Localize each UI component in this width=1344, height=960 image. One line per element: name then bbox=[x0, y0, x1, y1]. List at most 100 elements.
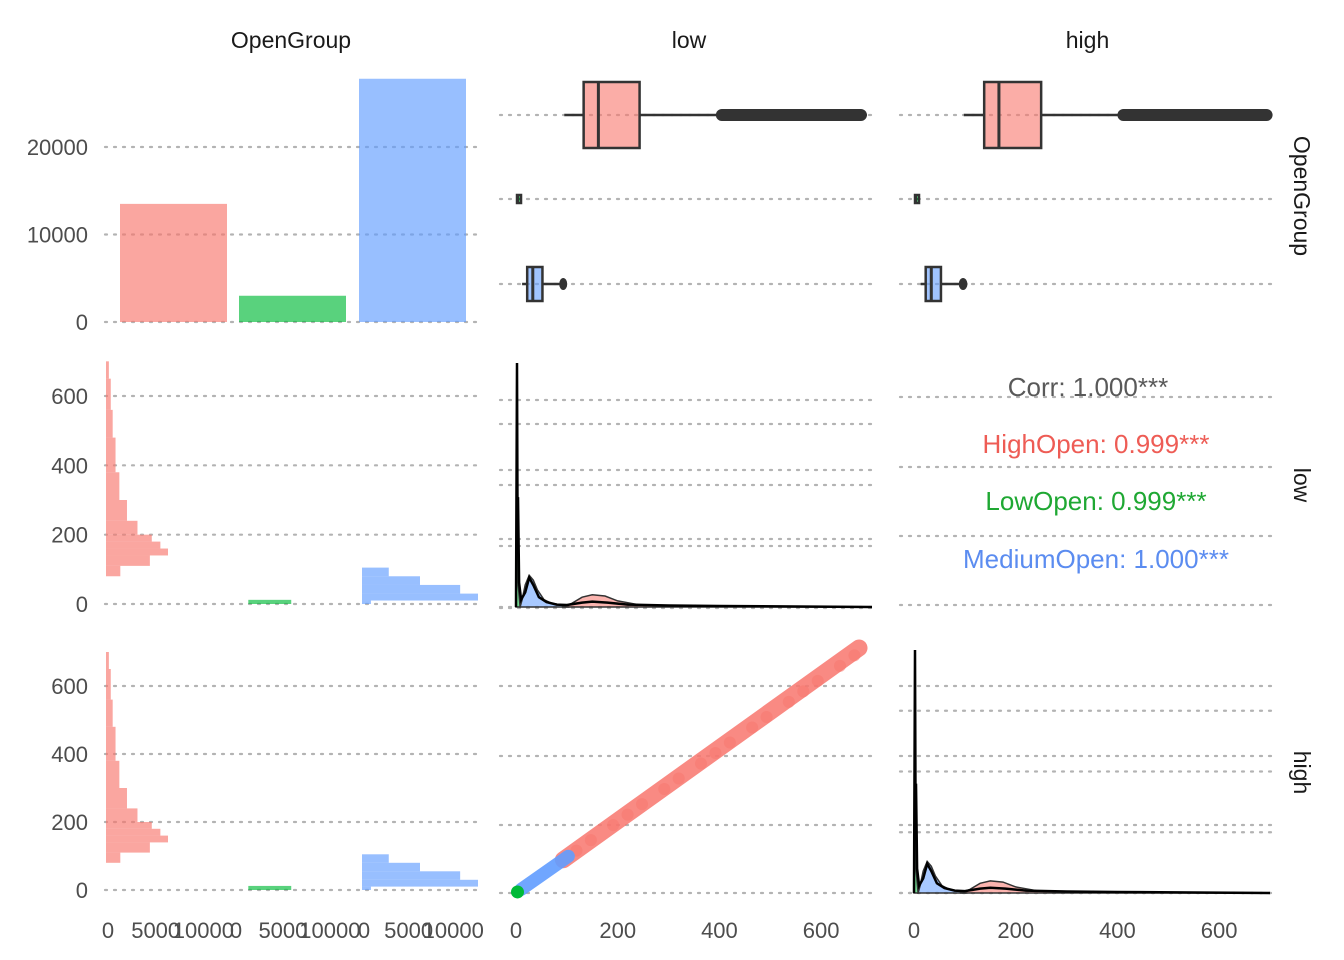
x-tick-low-600: 600 bbox=[803, 918, 840, 943]
outliers-low-HighOpen bbox=[715, 109, 867, 121]
y-tick-low-0: 0 bbox=[76, 592, 88, 617]
scatter-point-HighOpen bbox=[723, 736, 736, 749]
hist-high-HighOpen bbox=[106, 699, 113, 727]
hist-high-HighOpen bbox=[106, 852, 121, 863]
y-tick-low-200: 200 bbox=[51, 523, 88, 548]
scatter-MediumOpen bbox=[514, 849, 575, 896]
scatter-point-HighOpen bbox=[811, 674, 824, 687]
hist-low-MediumOpen bbox=[362, 600, 371, 604]
hist-low-HighOpen bbox=[106, 555, 150, 566]
hist-low-HighOpen bbox=[106, 565, 121, 577]
hist-low-MediumOpen bbox=[362, 576, 420, 585]
y-tick-high-600: 600 bbox=[51, 674, 88, 699]
bar-MediumOpen bbox=[359, 78, 466, 322]
scatter-point-HighOpen bbox=[621, 808, 634, 821]
outliers-high-MediumOpen bbox=[958, 278, 968, 290]
corr-MediumOpen: MediumOpen: 1.000*** bbox=[963, 544, 1229, 574]
x-tick-low-0: 0 bbox=[510, 918, 522, 943]
x-tick-high-400: 400 bbox=[1099, 918, 1136, 943]
scatter-point-HighOpen bbox=[694, 757, 707, 770]
hist-high-MediumOpen bbox=[362, 879, 478, 887]
hist-high-HighOpen bbox=[106, 726, 116, 761]
corr-overall: Corr: 1.000*** bbox=[1008, 372, 1168, 402]
x-tick-count-0-0: 0 bbox=[102, 918, 114, 943]
hist-high-HighOpen bbox=[106, 760, 120, 788]
x-tick-low-200: 200 bbox=[599, 918, 636, 943]
scatter-point-HighOpen bbox=[782, 695, 795, 708]
strip-label-right-low: low bbox=[1289, 468, 1315, 503]
y-tick-low-600: 600 bbox=[51, 384, 88, 409]
scatter-point-HighOpen bbox=[797, 685, 810, 698]
hist-low-HighOpen bbox=[106, 548, 168, 556]
strip-label-right-OpenGroup: OpenGroup bbox=[1289, 136, 1315, 256]
hist-high-MediumOpen bbox=[362, 886, 371, 890]
hist-low-HighOpen bbox=[106, 520, 138, 535]
outliers-high-HighOpen bbox=[1117, 109, 1273, 121]
hist-low-HighOpen bbox=[106, 541, 161, 549]
hist-low-HighOpen bbox=[106, 378, 111, 410]
hist-low-MediumOpen bbox=[362, 584, 461, 594]
hist-high-LowOpen bbox=[248, 885, 292, 890]
scatter-point-HighOpen bbox=[607, 819, 620, 832]
y-tick-high-0: 0 bbox=[76, 878, 88, 903]
scatter-point-HighOpen bbox=[709, 747, 722, 759]
x-tick-count-2-10000: 10000 bbox=[423, 918, 484, 943]
x-tick-count-1-10000: 10000 bbox=[299, 918, 360, 943]
strip-label-right-high: high bbox=[1289, 751, 1315, 794]
hist-low-HighOpen bbox=[106, 534, 152, 542]
hist-low-HighOpen bbox=[106, 409, 113, 438]
x-tick-count-1-0: 0 bbox=[230, 918, 242, 943]
x-tick-high-200: 200 bbox=[997, 918, 1034, 943]
hist-high-HighOpen bbox=[106, 652, 109, 669]
scatter-point-HighOpen bbox=[848, 649, 861, 662]
text-labels: OpenGroup low highOpenGrouplowhigh01000020… bbox=[27, 27, 1315, 943]
hist-low-HighOpen bbox=[106, 472, 120, 500]
hist-low-MediumOpen bbox=[362, 567, 389, 577]
box-high-HighOpen bbox=[982, 80, 1043, 150]
box-low-HighOpen bbox=[582, 80, 641, 150]
corr-HighOpen: HighOpen: 0.999*** bbox=[983, 429, 1210, 459]
y-tick-high-200: 200 bbox=[51, 810, 88, 835]
scatter-point-HighOpen bbox=[746, 721, 759, 734]
hist-high-MediumOpen bbox=[362, 854, 389, 863]
scatter-point-HighOpen bbox=[760, 710, 773, 723]
y-tick-count-10000: 10000 bbox=[27, 223, 88, 248]
y-tick-count-20000: 20000 bbox=[27, 135, 88, 160]
x-tick-count-2-5000: 5000 bbox=[384, 918, 433, 943]
hist-low-HighOpen bbox=[106, 361, 109, 379]
box-low-MediumOpen bbox=[525, 265, 544, 303]
density-high-overall bbox=[912, 649, 1271, 895]
strip-label-top-OpenGroup: OpenGroup bbox=[231, 27, 351, 53]
scatter-point-HighOpen bbox=[636, 798, 649, 811]
density-low-overall bbox=[514, 362, 873, 609]
x-tick-count-0-5000: 5000 bbox=[131, 918, 180, 943]
bar-LowOpen bbox=[239, 295, 346, 322]
y-tick-low-400: 400 bbox=[51, 453, 88, 478]
scatter-LowOpen bbox=[510, 885, 524, 899]
corr-LowOpen: LowOpen: 0.999*** bbox=[985, 486, 1206, 516]
outliers-low-MediumOpen bbox=[559, 278, 568, 290]
hist-low-LowOpen bbox=[248, 599, 292, 604]
hist-high-MediumOpen bbox=[362, 862, 420, 872]
x-tick-high-0: 0 bbox=[908, 918, 920, 943]
hist-high-HighOpen bbox=[106, 822, 152, 829]
hist-high-HighOpen bbox=[106, 835, 168, 843]
hist-high-MediumOpen bbox=[362, 871, 461, 880]
x-tick-high-600: 600 bbox=[1201, 918, 1238, 943]
x-tick-count-2-0: 0 bbox=[358, 918, 370, 943]
hist-low-HighOpen bbox=[106, 500, 127, 521]
data-marks bbox=[106, 78, 1273, 899]
hist-high-HighOpen bbox=[106, 808, 138, 822]
strip-label-top-high: high bbox=[1066, 27, 1109, 53]
scatter-point-HighOpen bbox=[658, 783, 671, 796]
hist-low-MediumOpen bbox=[362, 593, 478, 601]
scatter-point-HighOpen bbox=[672, 772, 685, 785]
x-tick-count-0-10000: 10000 bbox=[173, 918, 234, 943]
hist-high-HighOpen bbox=[106, 828, 161, 836]
hist-high-HighOpen bbox=[106, 669, 111, 700]
scatter-point-HighOpen bbox=[584, 834, 597, 847]
x-tick-low-400: 400 bbox=[701, 918, 738, 943]
y-tick-high-400: 400 bbox=[51, 742, 88, 767]
scatter-point-HighOpen bbox=[833, 659, 846, 672]
